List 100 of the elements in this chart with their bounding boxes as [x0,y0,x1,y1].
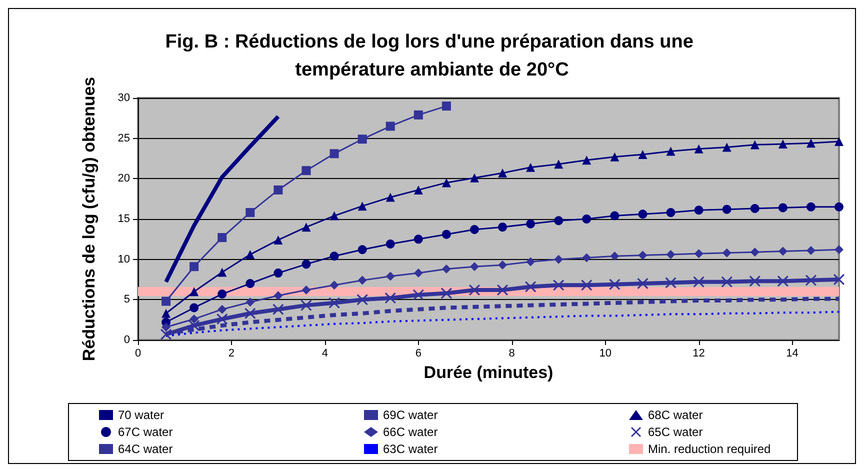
point [637,278,648,290]
point [188,320,200,331]
point [834,274,844,285]
point [470,224,479,234]
point [554,254,564,264]
point [330,211,339,220]
point [442,178,451,188]
point [778,203,788,212]
point [160,328,172,340]
point [694,249,704,258]
point [386,272,395,281]
x-tick-label: 8 [508,348,515,360]
point [638,210,648,219]
point [638,150,648,159]
point [722,204,732,214]
point [218,304,227,314]
point [384,292,396,304]
point [806,202,816,212]
x-tick-label: 6 [415,348,422,360]
y-tick-label: 20 [118,172,130,185]
point [358,245,367,254]
point [834,137,844,146]
point [412,289,424,300]
point [526,162,536,172]
point [218,233,227,242]
point [330,252,339,261]
point [302,222,311,232]
point [190,287,199,296]
point [834,202,844,212]
point [806,138,816,148]
y-tick-label: 30 [118,92,130,104]
point [162,296,171,306]
point [834,245,844,254]
x-tick-label: 2 [228,348,235,360]
point [498,222,508,232]
point [274,268,283,278]
point [805,274,816,286]
y-axis-title: Réductions de log (cfu/g) obtenues [80,76,98,362]
point [246,250,255,259]
point [554,216,564,226]
point [694,206,704,215]
legend-label: 63C water [383,442,438,456]
point [442,264,451,274]
point [244,308,256,319]
point [414,185,423,194]
point [358,276,367,285]
legend-label: 65C water [648,425,703,439]
point [666,208,676,218]
point [190,262,199,272]
y-tick-label: 5 [124,294,130,306]
chart-title: Fig. B : Réductions de log lors d'une préparation dans une température ambiante de 20°C [165,32,699,80]
x-tick-label: 14 [786,348,798,360]
point [554,160,564,169]
point [356,294,368,306]
y-tick-label: 25 [118,132,130,144]
x-axis-title: Durée (minutes) [424,362,554,382]
point [274,185,283,194]
x-tick-label: 10 [599,348,612,360]
point [386,240,395,249]
line-series [164,114,280,284]
point [162,308,171,318]
legend-label: 70 water [118,408,164,422]
point [666,146,676,156]
legend-label: 67C water [118,425,173,439]
point [553,280,564,291]
point [414,268,423,278]
point [328,297,340,308]
x-tick-label: 12 [692,348,705,360]
point [190,303,199,312]
point [582,253,592,262]
point [358,202,367,211]
point [722,248,732,258]
point [497,284,508,296]
point [638,250,648,260]
point [470,173,479,182]
point [386,122,395,131]
point [665,277,676,288]
point [246,298,255,307]
point [609,278,620,290]
point [526,257,536,266]
point [302,166,311,176]
y-tick-label: 0 [124,334,130,346]
legend-label: Min. reduction required [648,442,771,456]
point [414,110,423,120]
point [300,300,312,311]
point [693,276,704,288]
legend-label: 64C water [118,442,173,456]
point [386,192,395,202]
point [468,284,480,296]
point [246,279,255,288]
x-tick-label: 4 [322,348,328,360]
point [274,291,283,300]
point [721,276,732,288]
point [274,235,283,244]
point [750,140,760,150]
point [581,280,592,291]
point [525,281,536,292]
point [778,139,788,148]
point [750,204,760,214]
point [498,260,508,270]
